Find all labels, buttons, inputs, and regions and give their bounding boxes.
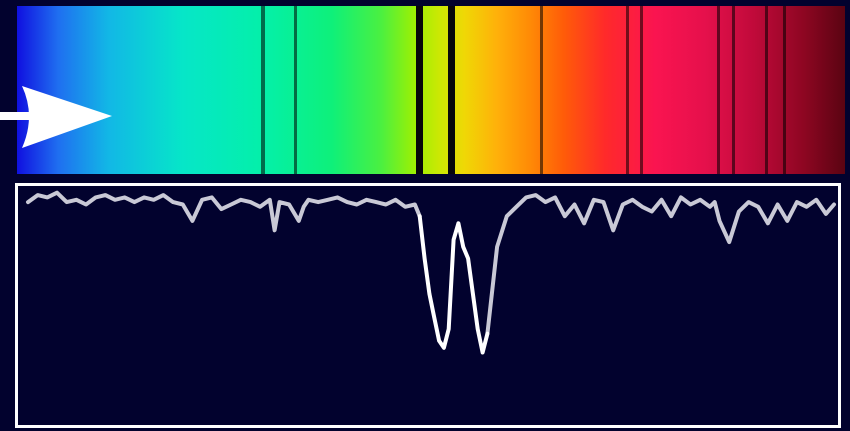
absorption-line [293, 6, 297, 174]
absorption-line [625, 6, 629, 174]
absorption-line [716, 6, 720, 174]
plot-frame [15, 183, 841, 428]
color-spectrum-band [17, 6, 845, 174]
absorption-line [764, 6, 768, 174]
arrow-right-icon [0, 86, 112, 148]
absorption-line [416, 6, 424, 174]
absorption-line [261, 6, 266, 174]
intensity-trace [26, 190, 422, 233]
absorption-line [639, 6, 643, 174]
intensity-trace [485, 193, 836, 336]
absorption-line [447, 6, 455, 174]
absorption-line [540, 6, 544, 174]
absorption-line [731, 6, 735, 174]
spectrum-plot [26, 190, 836, 355]
absorption-line [782, 6, 786, 174]
intensity-trace-highlight [417, 214, 490, 355]
